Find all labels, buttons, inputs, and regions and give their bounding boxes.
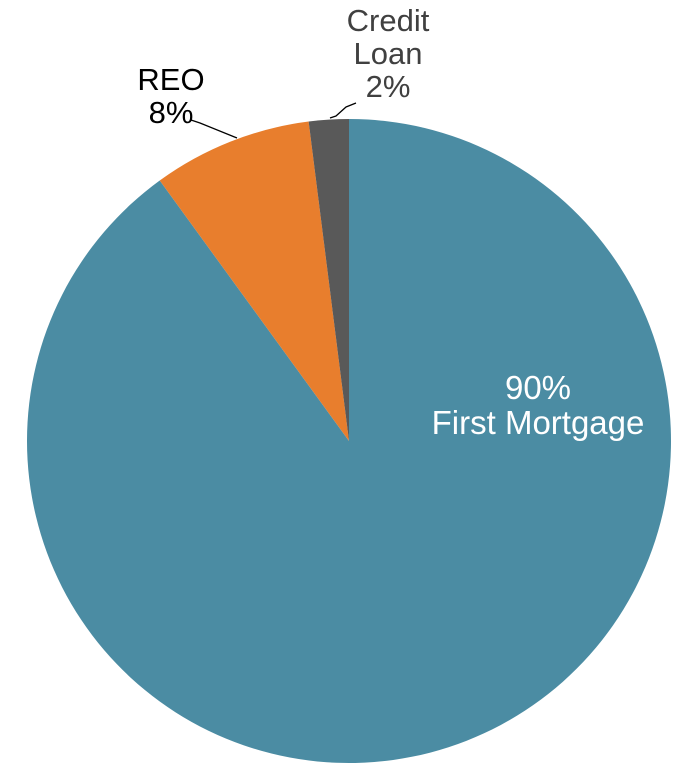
data-label-line: Loan (353, 36, 423, 71)
data-label-reo: REO 8% (137, 63, 204, 129)
leader-line-reo (190, 119, 238, 139)
data-label-value: 8% (148, 95, 194, 130)
data-label-line: Credit (346, 3, 430, 38)
data-label-value: 2% (365, 69, 411, 104)
pie-slice-credit-loan[interactable] (308, 119, 349, 441)
data-label-credit-loan: Credit Loan 2% (347, 4, 430, 103)
pie-slice-first-mortgage[interactable] (27, 119, 672, 763)
pie-slice-reo[interactable] (159, 121, 349, 441)
pie-slices (27, 119, 672, 763)
data-label-value: 90% (504, 369, 572, 406)
leader-line-credit-loan (329, 102, 357, 119)
data-label-line: REO (137, 62, 205, 97)
data-label-line: First Mortgage (431, 404, 645, 441)
data-label-first-mortgage: 90% First Mortgage (432, 370, 645, 440)
